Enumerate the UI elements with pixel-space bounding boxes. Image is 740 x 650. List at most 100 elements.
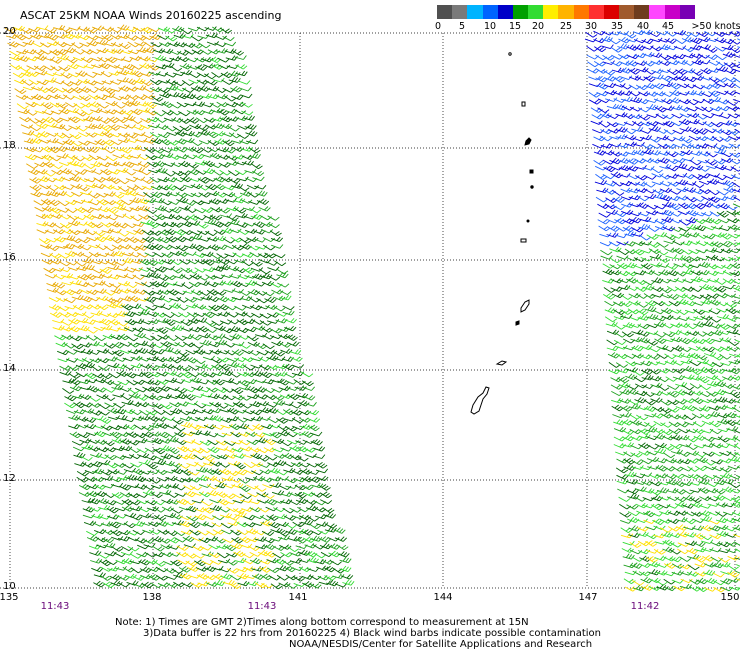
wind-barb: [122, 214, 135, 220]
wind-barb: [596, 187, 609, 194]
wind-barb: [129, 144, 142, 151]
wind-barb: [184, 207, 197, 213]
wind-barb: [194, 402, 207, 409]
legend-label: 20: [531, 21, 545, 32]
wind-barb: [195, 317, 208, 323]
wind-barb: [274, 459, 287, 467]
wind-barb: [178, 170, 192, 176]
wind-barb: [635, 76, 648, 81]
wind-barb: [608, 38, 621, 45]
wind-barb: [129, 409, 142, 416]
wind-barb: [715, 396, 728, 403]
wind-barb: [265, 403, 278, 408]
wind-barb: [704, 474, 717, 480]
wind-barb: [659, 407, 672, 414]
wind-barb: [194, 506, 207, 513]
wind-barb: [105, 559, 118, 565]
wind-barb: [151, 236, 164, 242]
wind-barb: [337, 551, 350, 558]
wind-barb: [285, 528, 298, 535]
wind-barb: [132, 468, 145, 476]
wind-barb: [725, 100, 738, 106]
wind-barb: [653, 332, 667, 338]
legend-swatch: [664, 5, 680, 19]
wind-barb: [123, 169, 136, 176]
wind-barb: [616, 474, 629, 480]
wind-barb: [208, 544, 221, 550]
wind-barb: [118, 288, 131, 294]
wind-barb: [94, 235, 107, 243]
wind-barb: [241, 260, 254, 267]
wind-barb: [129, 197, 142, 204]
wind-barb: [706, 380, 720, 387]
wind-barb: [211, 468, 224, 475]
wind-barb: [635, 302, 649, 308]
wind-barb: [714, 46, 727, 52]
wind-barb: [708, 525, 722, 532]
wind-barb: [631, 459, 644, 465]
wind-barb: [118, 529, 131, 536]
wind-barb: [111, 437, 124, 444]
wind-barb: [716, 313, 729, 320]
wind-barbs: [4, 24, 740, 593]
wind-barb: [649, 158, 662, 164]
wind-barb: [705, 367, 718, 375]
wind-barb: [160, 340, 173, 348]
wind-barb: [218, 162, 231, 168]
wind-barb: [153, 101, 166, 106]
wind-barb: [618, 398, 632, 404]
wind-barb: [290, 461, 303, 468]
wind-barb: [627, 516, 640, 524]
wind-barb: [69, 431, 82, 439]
wind-barb: [678, 330, 692, 336]
wind-barb: [190, 192, 203, 198]
wind-barb: [114, 261, 127, 266]
wind-barb: [622, 553, 635, 560]
wind-barb: [143, 394, 157, 400]
wind-barb: [137, 309, 150, 316]
wind-barb: [219, 407, 232, 413]
wind-barb: [107, 116, 120, 124]
wind-barb: [603, 165, 616, 173]
wind-barb: [164, 377, 178, 384]
wind-barb: [204, 176, 218, 182]
wind-barb: [679, 346, 692, 352]
wind-barb: [105, 109, 118, 115]
wind-barb: [155, 363, 168, 369]
wind-barb: [285, 484, 298, 489]
wind-barb: [659, 54, 672, 61]
wind-barb: [326, 579, 339, 587]
wind-barb: [702, 442, 715, 448]
wind-barb: [158, 79, 171, 84]
wind-barb: [123, 114, 136, 122]
wind-barb: [312, 446, 326, 452]
wind-barb: [70, 183, 83, 190]
wind-barb: [661, 216, 674, 223]
wind-barb: [664, 30, 678, 37]
wind-barb: [294, 491, 307, 499]
wind-barb: [219, 213, 233, 218]
wind-barb: [669, 211, 682, 217]
wind-barb: [263, 543, 276, 550]
wind-barb: [148, 477, 161, 484]
wind-barb: [53, 176, 66, 182]
wind-barb: [316, 475, 329, 482]
wind-barb: [80, 102, 93, 108]
wind-barb: [704, 351, 717, 357]
wind-barb: [203, 515, 217, 520]
wind-barb: [34, 109, 47, 114]
wind-barb: [289, 403, 302, 409]
wind-barb: [624, 586, 637, 592]
wind-barb: [734, 122, 740, 125]
wind-barb: [597, 219, 610, 225]
wind-barb: [318, 484, 331, 491]
wind-barb: [120, 199, 133, 206]
wind-barb: [701, 195, 714, 201]
wind-barb: [127, 545, 140, 552]
wind-barb: [91, 222, 104, 229]
wind-barb: [147, 364, 160, 371]
wind-barb: [217, 295, 230, 303]
wind-barb: [232, 493, 245, 499]
wind-barb: [132, 274, 145, 280]
wind-barb: [711, 329, 724, 336]
